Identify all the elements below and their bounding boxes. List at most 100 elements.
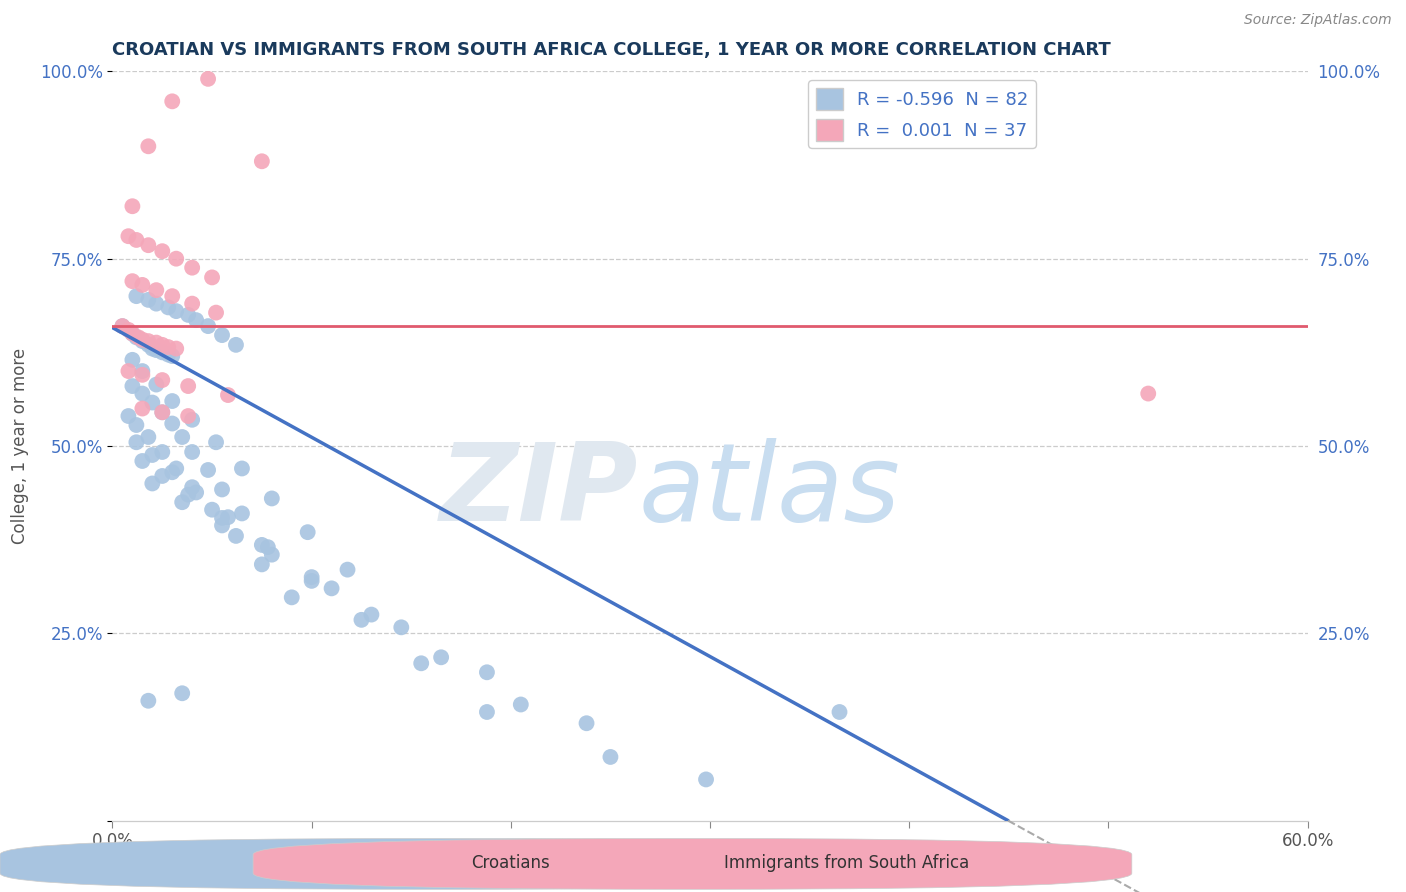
Point: [172, 495, 194, 509]
Point: [205, 305, 228, 319]
Point: [131, 364, 153, 378]
Point: [177, 308, 200, 322]
Point: [250, 538, 273, 552]
Text: Immigrants from South Africa: Immigrants from South Africa: [724, 854, 969, 871]
Point: [141, 342, 163, 356]
Point: [150, 338, 173, 352]
Point: [125, 289, 148, 303]
Point: [111, 319, 134, 334]
Point: [336, 563, 359, 577]
Point: [141, 448, 163, 462]
Point: [257, 540, 280, 554]
Point: [201, 502, 224, 516]
Point: [360, 607, 382, 622]
Point: [211, 511, 233, 525]
Point: [1137, 386, 1160, 401]
Point: [150, 469, 173, 483]
Point: [181, 480, 204, 494]
Point: [138, 139, 160, 153]
Point: [157, 301, 180, 315]
Point: [131, 277, 153, 292]
Point: [575, 716, 598, 731]
Point: [127, 330, 149, 344]
Point: [121, 326, 143, 341]
Point: [121, 326, 143, 341]
Point: [125, 330, 148, 344]
Point: [117, 229, 139, 244]
Point: [150, 405, 173, 419]
Point: [475, 705, 498, 719]
Point: [145, 343, 167, 357]
Point: [181, 260, 204, 275]
FancyBboxPatch shape: [0, 838, 879, 889]
Point: [177, 379, 200, 393]
Point: [197, 463, 219, 477]
Point: [197, 319, 219, 334]
Point: [125, 417, 148, 432]
Point: [301, 570, 323, 584]
Point: [121, 199, 143, 213]
Text: atlas: atlas: [638, 439, 900, 543]
Point: [217, 388, 239, 402]
Point: [186, 313, 208, 327]
Point: [231, 461, 253, 475]
Point: [181, 445, 204, 459]
Point: [260, 491, 283, 506]
Point: [165, 304, 187, 318]
Text: CROATIAN VS IMMIGRANTS FROM SOUTH AFRICA COLLEGE, 1 YEAR OR MORE CORRELATION CHA: CROATIAN VS IMMIGRANTS FROM SOUTH AFRICA…: [112, 41, 1111, 59]
Point: [131, 334, 153, 348]
Point: [321, 582, 343, 596]
Point: [297, 525, 319, 540]
Point: [162, 289, 183, 303]
FancyBboxPatch shape: [253, 838, 1132, 889]
Point: [121, 274, 143, 288]
Point: [260, 548, 283, 562]
Point: [150, 373, 173, 387]
Point: [186, 485, 208, 500]
Point: [117, 364, 139, 378]
Point: [177, 409, 200, 423]
Point: [111, 319, 134, 334]
Point: [145, 283, 167, 297]
Point: [117, 323, 139, 337]
Point: [145, 377, 167, 392]
Point: [225, 529, 247, 543]
Point: [165, 342, 187, 356]
Point: [138, 334, 160, 348]
Point: [217, 510, 239, 524]
Point: [828, 705, 851, 719]
Point: [177, 488, 200, 502]
Point: [172, 430, 194, 444]
Point: [157, 348, 180, 362]
Point: [138, 293, 160, 307]
Point: [281, 591, 304, 605]
Point: [138, 238, 160, 252]
Point: [150, 405, 173, 419]
Point: [172, 686, 194, 700]
Point: [350, 613, 373, 627]
Point: [389, 620, 412, 634]
Point: [121, 352, 143, 367]
Point: [131, 401, 153, 416]
Point: [509, 698, 531, 712]
Point: [165, 461, 187, 475]
Point: [138, 694, 160, 708]
Point: [695, 772, 717, 787]
Point: [141, 476, 163, 491]
Point: [131, 386, 153, 401]
Point: [211, 483, 233, 497]
Y-axis label: College, 1 year or more: College, 1 year or more: [11, 348, 28, 544]
Point: [131, 368, 153, 382]
Text: Croatians: Croatians: [471, 854, 550, 871]
Point: [157, 340, 180, 354]
Point: [225, 338, 247, 352]
Point: [411, 657, 433, 671]
Point: [150, 445, 173, 459]
Point: [162, 394, 183, 409]
Point: [125, 435, 148, 450]
Text: ZIP: ZIP: [440, 438, 638, 544]
Point: [430, 650, 453, 665]
Point: [250, 558, 273, 572]
Point: [162, 349, 183, 363]
Point: [475, 665, 498, 680]
